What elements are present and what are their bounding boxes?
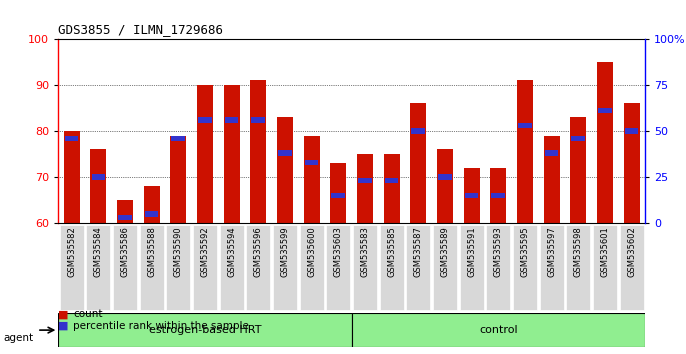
Bar	[250, 80, 266, 223]
Bar	[597, 62, 613, 223]
Text: GSM535582: GSM535582	[67, 227, 76, 277]
Bar	[143, 186, 160, 223]
FancyBboxPatch shape	[406, 225, 430, 310]
Bar	[305, 160, 318, 165]
FancyBboxPatch shape	[273, 225, 297, 310]
Bar	[225, 117, 239, 123]
FancyBboxPatch shape	[60, 225, 84, 310]
Bar	[64, 131, 80, 223]
Bar	[410, 103, 426, 223]
Bar	[357, 154, 373, 223]
FancyBboxPatch shape	[193, 225, 217, 310]
FancyBboxPatch shape	[166, 225, 190, 310]
Text: GSM535590: GSM535590	[174, 227, 182, 277]
Bar	[464, 168, 480, 223]
FancyBboxPatch shape	[220, 225, 244, 310]
FancyBboxPatch shape	[113, 225, 137, 310]
Text: GSM535594: GSM535594	[227, 227, 236, 277]
FancyBboxPatch shape	[353, 225, 377, 310]
Text: GSM535598: GSM535598	[573, 227, 582, 277]
FancyBboxPatch shape	[433, 225, 457, 310]
FancyBboxPatch shape	[379, 225, 403, 310]
Text: agent: agent	[3, 333, 34, 343]
Bar	[543, 136, 560, 223]
Bar	[598, 108, 612, 114]
Bar	[170, 136, 187, 223]
Text: GSM535592: GSM535592	[200, 227, 209, 277]
Bar	[571, 136, 585, 141]
Text: GSM535591: GSM535591	[467, 227, 476, 277]
Bar	[91, 174, 105, 180]
Text: percentile rank within the sample: percentile rank within the sample	[73, 321, 249, 331]
Bar	[145, 211, 158, 217]
Bar	[198, 117, 212, 123]
Text: control: control	[479, 325, 517, 335]
Text: GDS3855 / ILMN_1729686: GDS3855 / ILMN_1729686	[58, 23, 224, 36]
FancyBboxPatch shape	[566, 225, 590, 310]
Text: GSM535602: GSM535602	[627, 227, 636, 277]
Text: estrogen-based HRT: estrogen-based HRT	[149, 325, 261, 335]
FancyBboxPatch shape	[300, 225, 324, 310]
Bar	[570, 117, 586, 223]
Text: GSM535596: GSM535596	[254, 227, 263, 277]
Text: ■: ■	[58, 309, 69, 319]
Bar	[224, 85, 239, 223]
Bar	[625, 128, 638, 134]
FancyBboxPatch shape	[246, 225, 270, 310]
FancyBboxPatch shape	[140, 225, 164, 310]
Text: GSM535586: GSM535586	[121, 227, 130, 278]
Text: GSM535589: GSM535589	[440, 227, 449, 277]
Bar	[304, 136, 320, 223]
Bar	[624, 103, 639, 223]
FancyBboxPatch shape	[593, 225, 617, 310]
Bar	[518, 123, 532, 128]
Bar	[490, 168, 506, 223]
Bar	[437, 149, 453, 223]
Text: GSM535601: GSM535601	[600, 227, 609, 277]
Bar	[385, 178, 399, 183]
Text: ■: ■	[58, 321, 69, 331]
FancyBboxPatch shape	[86, 225, 110, 310]
Text: GSM535600: GSM535600	[307, 227, 316, 277]
FancyBboxPatch shape	[327, 225, 351, 310]
Bar	[331, 193, 345, 198]
Bar	[172, 136, 185, 141]
Bar	[491, 193, 505, 198]
Bar	[58, 313, 351, 347]
Text: GSM535587: GSM535587	[414, 227, 423, 278]
Text: GSM535599: GSM535599	[281, 227, 289, 277]
FancyBboxPatch shape	[513, 225, 537, 310]
Text: count: count	[73, 309, 103, 319]
FancyBboxPatch shape	[539, 225, 563, 310]
Bar	[545, 150, 558, 156]
Text: GSM535585: GSM535585	[387, 227, 396, 277]
Bar	[65, 136, 78, 141]
Bar	[517, 80, 533, 223]
FancyBboxPatch shape	[486, 225, 510, 310]
Text: GSM535603: GSM535603	[334, 227, 343, 278]
Bar	[351, 313, 645, 347]
Bar	[412, 128, 425, 134]
Bar	[91, 149, 106, 223]
Bar	[464, 193, 478, 198]
Bar	[197, 85, 213, 223]
Bar	[330, 163, 346, 223]
Bar	[438, 174, 451, 180]
Text: GSM535595: GSM535595	[521, 227, 530, 277]
Text: GSM535584: GSM535584	[94, 227, 103, 277]
Bar	[278, 150, 292, 156]
Bar	[358, 178, 372, 183]
Text: GSM535597: GSM535597	[547, 227, 556, 277]
Bar	[117, 200, 133, 223]
Bar	[252, 117, 265, 123]
Bar	[383, 154, 399, 223]
Text: GSM535593: GSM535593	[494, 227, 503, 277]
Text: GSM535583: GSM535583	[360, 227, 369, 278]
Bar	[277, 117, 293, 223]
Text: GSM535588: GSM535588	[147, 227, 156, 278]
Bar	[118, 215, 132, 220]
FancyBboxPatch shape	[619, 225, 643, 310]
FancyBboxPatch shape	[460, 225, 484, 310]
